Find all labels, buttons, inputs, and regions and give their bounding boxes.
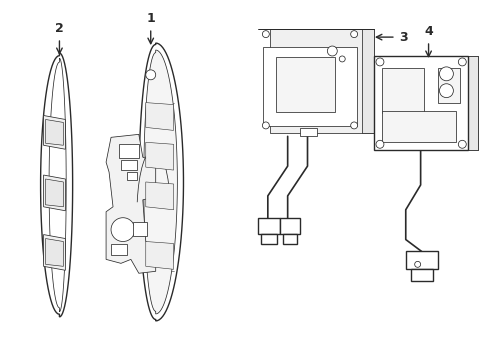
Polygon shape [41,53,73,317]
Circle shape [339,56,345,62]
Bar [384,56,478,150]
Circle shape [262,122,270,129]
Polygon shape [362,29,374,133]
Bar [374,56,468,150]
Bar [439,68,460,103]
Bar [121,160,137,170]
Circle shape [111,218,135,242]
Polygon shape [46,239,63,266]
Bar [276,57,335,112]
Polygon shape [146,142,173,170]
Circle shape [146,70,156,80]
Text: 2: 2 [55,22,64,35]
Polygon shape [46,120,63,145]
Bar [299,129,318,136]
Circle shape [440,67,453,81]
Polygon shape [144,50,177,314]
Bar [406,251,438,269]
Bar [270,29,374,133]
Polygon shape [146,103,173,130]
Bar [111,243,127,255]
Circle shape [327,46,337,56]
Bar [119,144,139,158]
Polygon shape [106,134,156,273]
Circle shape [458,140,466,148]
Bar [382,68,424,113]
Polygon shape [146,242,173,269]
Bar [258,218,280,234]
Polygon shape [139,43,183,321]
Polygon shape [44,175,65,211]
Bar [411,269,433,281]
Circle shape [440,84,453,98]
Circle shape [351,31,358,37]
Circle shape [262,31,270,37]
Polygon shape [44,116,65,149]
Polygon shape [468,56,478,150]
Polygon shape [146,182,173,210]
Bar [382,111,456,142]
Circle shape [351,122,358,129]
Bar [280,218,299,234]
Polygon shape [46,179,63,207]
Circle shape [376,58,384,66]
Bar [261,234,277,243]
Bar [263,47,357,126]
Polygon shape [44,235,65,270]
Bar [127,172,137,180]
Text: 4: 4 [424,25,433,38]
Circle shape [415,261,420,267]
Circle shape [458,58,466,66]
Text: 1: 1 [147,12,155,25]
Text: 3: 3 [399,31,407,44]
Circle shape [376,140,384,148]
Bar [133,222,147,235]
Bar [283,234,296,243]
